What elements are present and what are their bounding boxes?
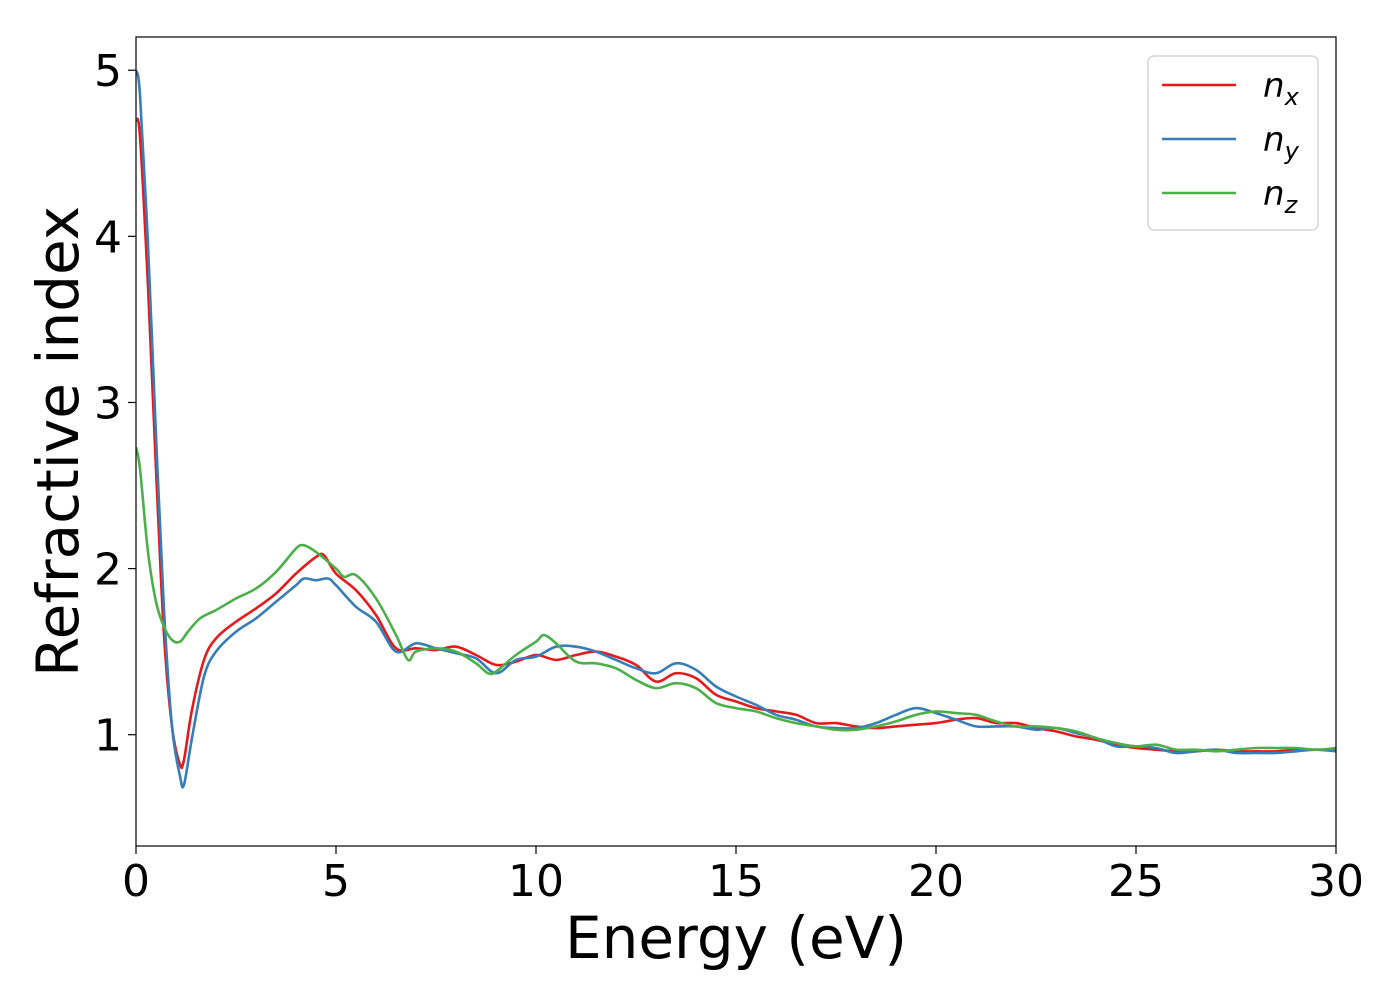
series-layer	[136, 69, 1336, 789]
y-tick-label: 1	[94, 711, 122, 762]
legend-label-nx: nx	[1263, 66, 1300, 111]
y-tick-label: 5	[94, 46, 122, 97]
x-tick-label: 15	[708, 856, 764, 907]
legend-box	[1147, 55, 1319, 231]
x-tick-label: 10	[508, 856, 564, 907]
x-tick-label: 20	[908, 856, 964, 907]
y-tick-label: 2	[94, 545, 122, 596]
series-line-nz	[136, 447, 1336, 753]
y-tick-label: 4	[94, 212, 122, 263]
y-tick-label: 3	[94, 378, 122, 429]
y-axis-label: Refractive index	[24, 206, 92, 677]
x-tick-label: 5	[322, 856, 350, 907]
x-axis-label: Energy (eV)	[565, 904, 907, 972]
ticks-layer: 0 5 10 15 20 25 30 1 2 3 4 5	[94, 46, 1364, 907]
plot-frame	[135, 36, 1337, 847]
x-tick-label: 0	[122, 856, 150, 907]
x-tick-label: 30	[1308, 856, 1364, 907]
x-tick-label: 25	[1108, 856, 1164, 907]
